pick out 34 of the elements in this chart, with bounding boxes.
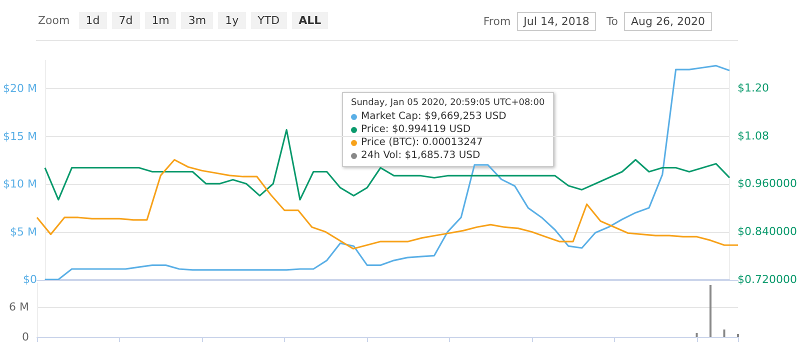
y-tick-label: 6 M <box>9 300 29 314</box>
text: From <box>483 15 511 28</box>
text: Aug 26, 2020 <box>624 12 712 31</box>
text: 3m <box>181 12 214 29</box>
text: YTD <box>250 12 287 29</box>
bar <box>710 285 712 337</box>
text: 1d <box>78 12 107 29</box>
text: Zoom <box>37 13 71 29</box>
y2-tick-label: $0.720000 <box>738 273 798 286</box>
text: 1m <box>144 12 176 29</box>
text: ALL <box>292 12 328 29</box>
annotation: Price: $0.994119 USD <box>361 123 471 136</box>
y-tick-label: $15 M <box>3 130 37 143</box>
text: 1y <box>218 12 246 29</box>
annotation: Sunday, Jan 05 2020, 20:59:05 UTC+08:00 <box>351 97 545 110</box>
y2-tick-label: $1.08 <box>738 129 770 142</box>
y2-tick-label: $1.20 <box>738 81 770 94</box>
annotation: 24h Vol: $1,685.73 USD <box>361 149 480 162</box>
y-tick-label: $20 M <box>3 82 37 96</box>
bar <box>723 330 726 337</box>
y-tick-label: $0 <box>22 273 37 286</box>
bar <box>737 334 739 337</box>
text: 7d <box>112 12 140 29</box>
annotation: Price (BTC): 0.00013247 <box>361 136 483 149</box>
bar <box>696 333 698 337</box>
y-tick-label: 0 <box>22 330 29 344</box>
y-tick-label: $5 M <box>10 225 37 238</box>
annotation: Market Cap: $9,669,253 USD <box>361 110 506 123</box>
y2-tick-label: $0.840000 <box>738 225 798 238</box>
y-tick-label: $10 M <box>3 178 37 191</box>
text: Jul 14, 2018 <box>516 12 596 31</box>
y2-tick-label: $0.960000 <box>738 177 798 190</box>
text: To <box>606 15 618 28</box>
line-series <box>44 64 730 280</box>
